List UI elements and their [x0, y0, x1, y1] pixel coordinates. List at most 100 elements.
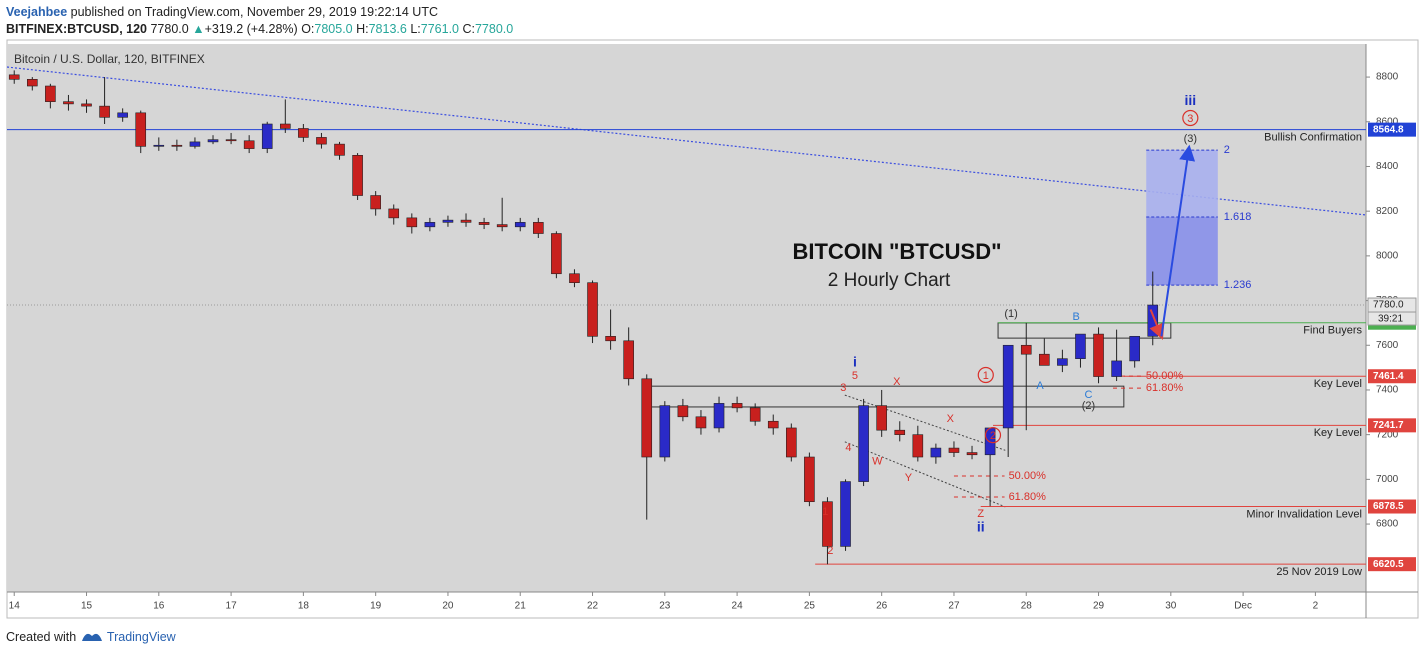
level-name: 25 Nov 2019 Low [1276, 566, 1362, 578]
candle-body [280, 123, 291, 129]
level-name: Key Level [1314, 427, 1362, 439]
x-tick-label: 17 [226, 601, 238, 612]
candle-body [1002, 344, 1014, 429]
candle-body [1039, 353, 1050, 366]
ohlc-value: 7805.0 [314, 22, 353, 36]
candle-body [225, 139, 237, 142]
change: +319.2 (+4.28%) [204, 22, 298, 36]
channel-line [844, 441, 1006, 508]
wave-label: Z [977, 508, 984, 520]
x-tick-label: 24 [732, 601, 744, 612]
x-tick-label: 23 [659, 601, 671, 612]
candle-body [822, 501, 833, 547]
projection-down [1149, 309, 1165, 341]
candle-body [1111, 360, 1122, 377]
price-box-label: 7461.4 [1373, 371, 1404, 382]
brand[interactable]: TradingView [106, 630, 176, 644]
wave-label: 3 [1187, 113, 1193, 125]
candle-body [442, 219, 454, 223]
candle-body [99, 105, 110, 118]
candle-body [153, 144, 165, 147]
x-tick-label: 14 [9, 601, 21, 612]
candle-body [894, 429, 906, 435]
price-box [1368, 418, 1416, 433]
x-tick-label: 20 [442, 601, 454, 612]
fib-zone [1146, 216, 1218, 286]
candle-body [551, 233, 562, 275]
wave-label: W [872, 456, 883, 468]
candle-body [189, 141, 201, 147]
candle-body [912, 434, 924, 458]
wave-label: 1 [822, 506, 828, 518]
candle-body [496, 224, 508, 228]
footer: Created with TradingView [6, 629, 176, 644]
x-tick-label: 22 [587, 601, 599, 612]
y-tick-label: 7200 [1376, 429, 1399, 440]
candle-body [840, 481, 851, 547]
last: 7780.0 [150, 22, 189, 36]
wave-label: 5 [852, 370, 858, 382]
ohlc-label: C: [462, 22, 475, 36]
price-box [1368, 122, 1416, 137]
candle-body [858, 405, 869, 482]
candle-body [659, 405, 671, 458]
candle-body [478, 222, 490, 225]
candle-body [207, 139, 219, 143]
level-name: Key Level [1314, 378, 1362, 390]
candle-body [804, 456, 815, 503]
author[interactable]: Veejahbee [6, 5, 68, 19]
x-tick-label: 16 [153, 601, 165, 612]
price-box-label: 6620.5 [1373, 559, 1404, 570]
x-tick-label: 30 [1165, 601, 1177, 612]
x-tick-label: 27 [948, 601, 960, 612]
candle-body [948, 447, 960, 453]
wave-label: ii [977, 519, 985, 535]
candle-body [876, 405, 887, 431]
retracement-label: 50.00% [1009, 470, 1047, 482]
candle-body [460, 219, 472, 223]
ohlc-value: 7780.0 [474, 22, 514, 36]
wave-label: 1 [983, 370, 989, 382]
candle-body [731, 403, 743, 409]
candle-body [117, 112, 128, 118]
candle-body [171, 144, 183, 147]
candle-body [261, 123, 273, 149]
wave-circle [1182, 109, 1199, 127]
fib-label: 2 [1224, 144, 1230, 156]
candle-body [352, 154, 363, 196]
candle-body [569, 273, 580, 283]
level-name: Find Buyers [1303, 325, 1362, 337]
candle-body [81, 103, 92, 107]
projection-up [1160, 144, 1196, 337]
candle-body [767, 420, 779, 429]
x-tick-label: 19 [370, 601, 382, 612]
candle-body [298, 128, 309, 138]
candle-body [424, 222, 436, 228]
price-box [1368, 557, 1416, 572]
ticker-line: BITFINEX:BTCUSD, 120 7780.0 ▲+319.2 (+4.… [6, 22, 513, 36]
ohlc-label: O: [301, 22, 315, 36]
candle-body [1075, 333, 1086, 359]
candle-body [966, 452, 978, 456]
candle-body [786, 427, 797, 458]
candle-body [1147, 304, 1159, 337]
candle-body [63, 101, 74, 105]
candle-body [1129, 336, 1140, 362]
created: Created with [6, 630, 77, 644]
current-price-label: 7780.0 [1373, 300, 1404, 311]
chart-title: BITCOIN "BTCUSD" [792, 239, 1001, 264]
candle-body [135, 112, 147, 147]
wave-label: (3) [1184, 133, 1197, 145]
candle-body [641, 378, 653, 458]
candle-body [514, 222, 526, 228]
logo [81, 633, 102, 641]
fib-label: 1.236 [1224, 279, 1252, 291]
candle-body [406, 217, 418, 228]
candle-body [388, 208, 400, 219]
candle-body [677, 405, 689, 418]
wave-circle [977, 366, 994, 384]
wave-label: 2 [827, 545, 833, 557]
wave-label: C [1084, 389, 1092, 401]
candle-body [749, 407, 761, 422]
